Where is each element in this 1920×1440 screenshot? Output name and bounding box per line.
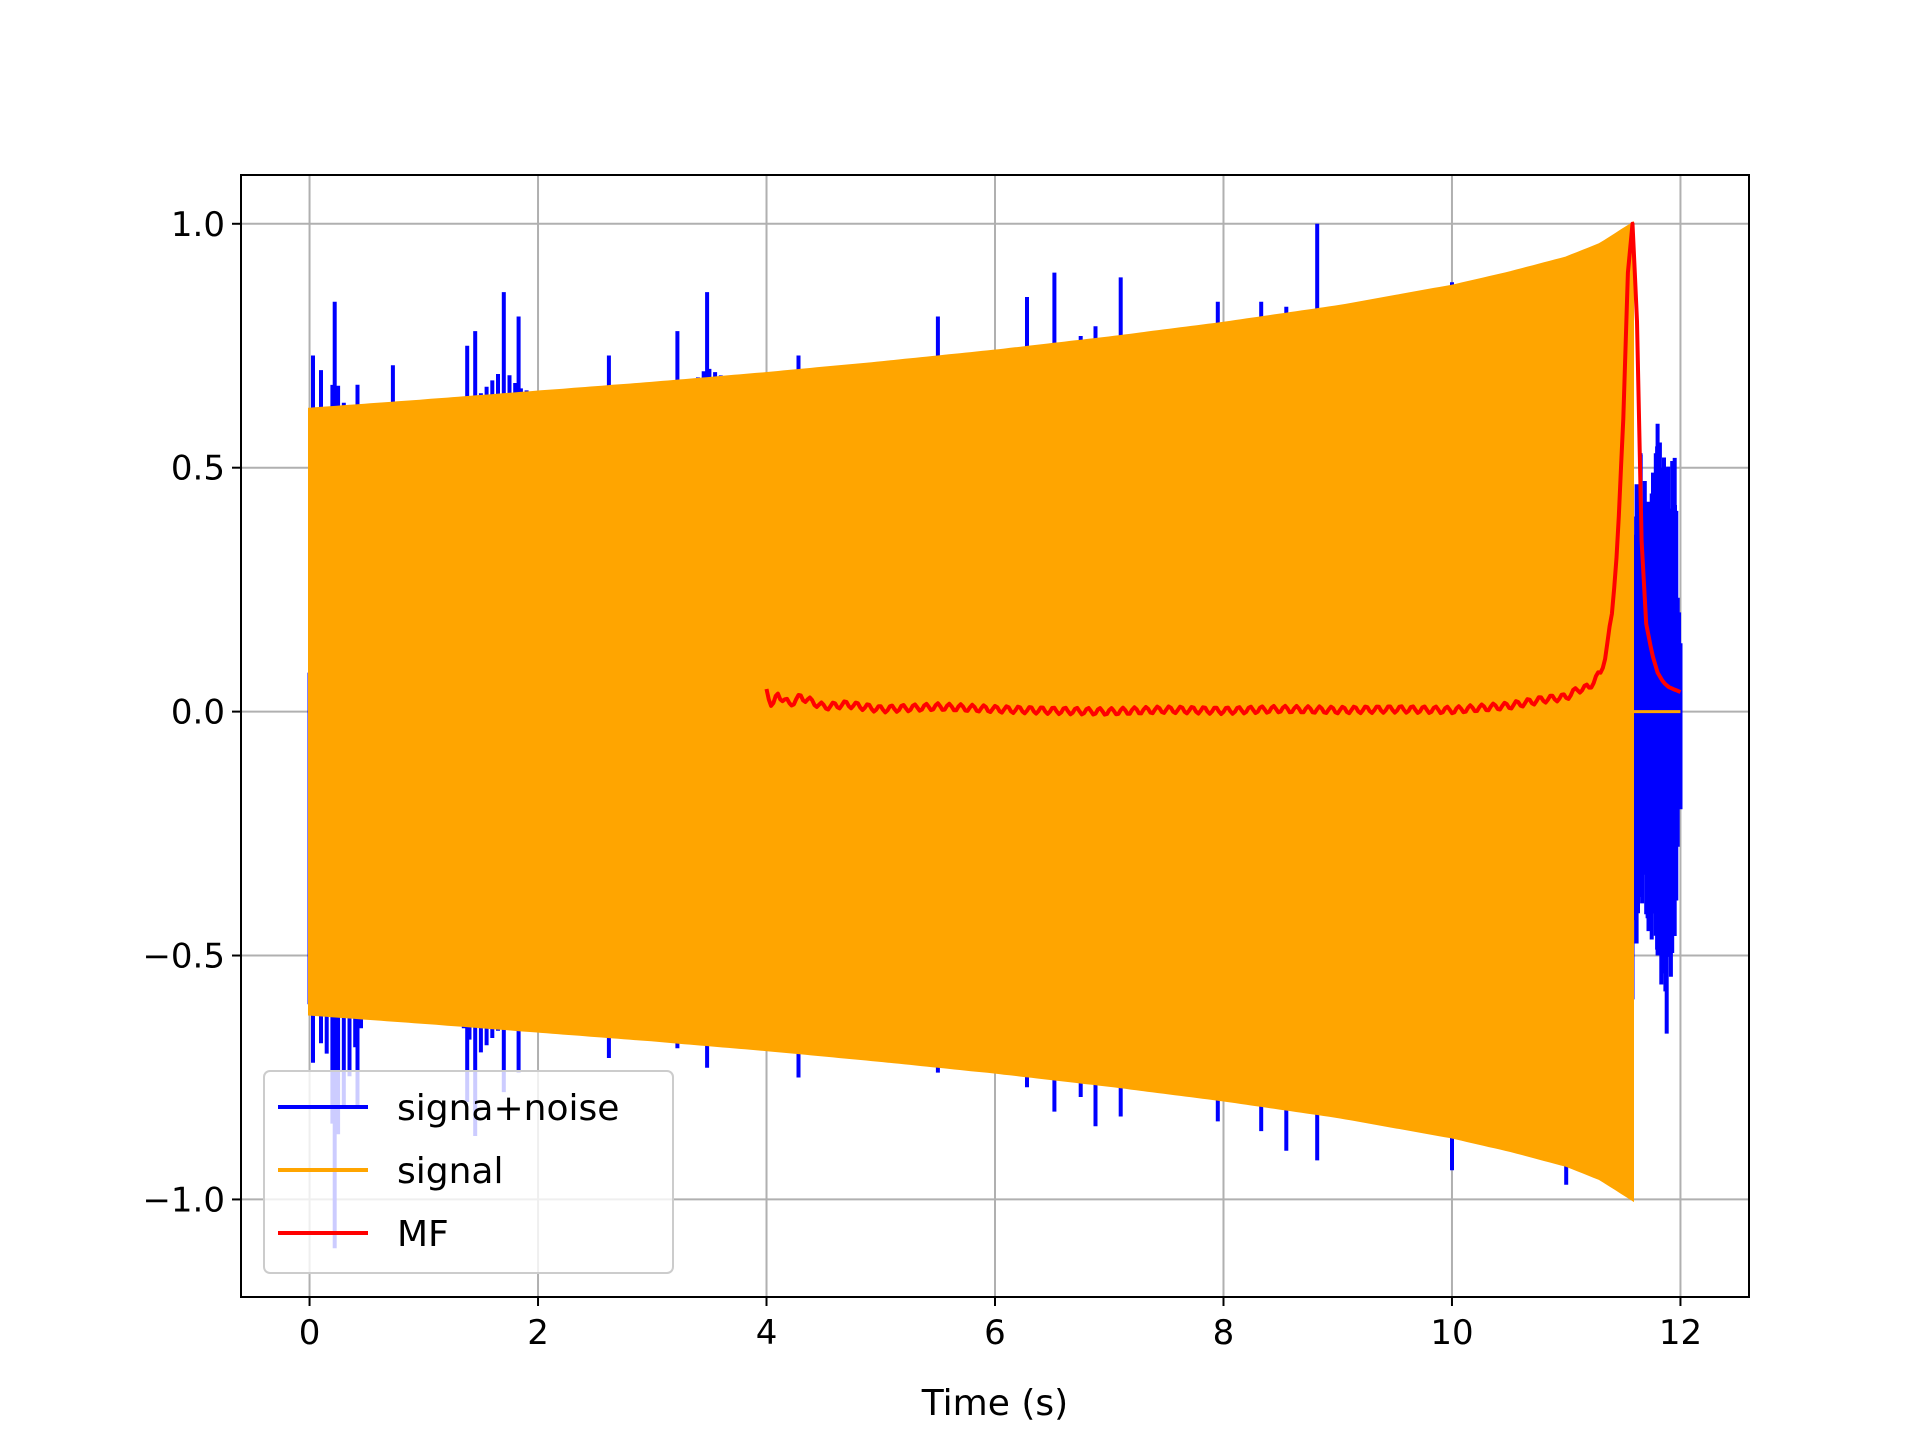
x-tick-label: 6	[984, 1313, 1006, 1353]
x-tick-label: 8	[1213, 1313, 1235, 1353]
series-signal	[308, 221, 1634, 1203]
series-mf	[764, 221, 1682, 717]
x-tick-label: 4	[756, 1313, 778, 1353]
y-tick-label: 0.0	[171, 693, 225, 733]
legend: signa+noise signal MF	[263, 1070, 674, 1274]
ticks: 0 2 4 6 8 10 12 −1.0 −0.5 0.0 0.5 1.0	[142, 205, 1702, 1353]
y-tick-label: −1.0	[142, 1180, 225, 1220]
legend-label: MF	[397, 1214, 449, 1255]
legend-label: signal	[397, 1151, 504, 1192]
y-tick-label: −0.5	[142, 937, 225, 977]
y-tick-label: 0.5	[171, 449, 225, 489]
legend-label: signa+noise	[397, 1088, 619, 1129]
series-layer	[307, 221, 1683, 1249]
x-tick-label: 2	[527, 1313, 549, 1353]
x-tick-label: 0	[299, 1313, 321, 1353]
y-tick-label: 1.0	[171, 205, 225, 245]
x-tick-label: 10	[1430, 1313, 1473, 1353]
legend-box	[263, 1070, 674, 1274]
x-tick-label: 12	[1659, 1313, 1702, 1353]
x-axis-label: Time (s)	[921, 1383, 1068, 1424]
